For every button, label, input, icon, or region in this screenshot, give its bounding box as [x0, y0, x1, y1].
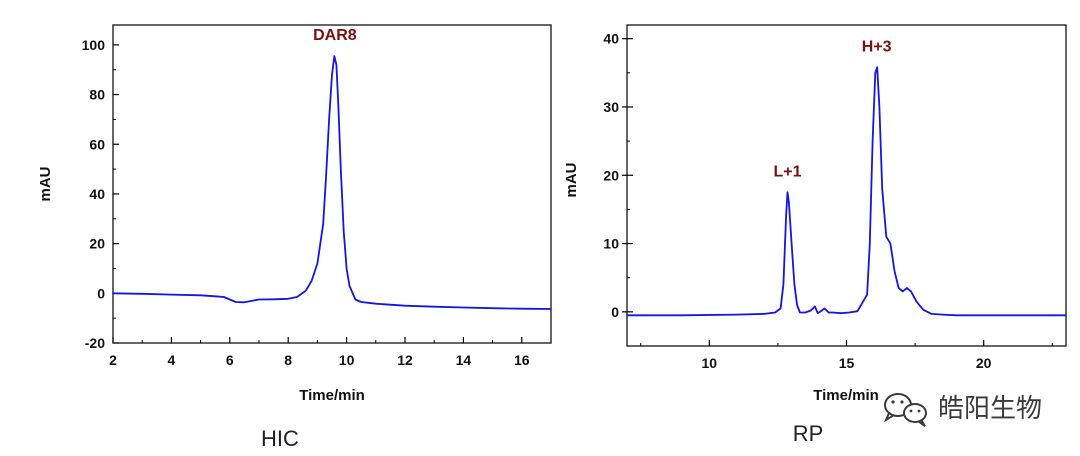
rp-y-axis-label: mAU — [563, 162, 580, 197]
hic-x-tick-label: 14 — [456, 352, 472, 368]
hic-y-axis-label: mAU — [37, 166, 54, 201]
hic-y-tick-label: 20 — [89, 236, 105, 252]
rp-x-tick-label: 20 — [976, 355, 992, 371]
hic-x-tick-label: 4 — [168, 352, 176, 368]
hic-x-tick-label: 6 — [226, 352, 234, 368]
hic-plot-frame — [112, 24, 552, 344]
wechat-chat-icon — [883, 393, 927, 427]
hic-y-tick-label: 80 — [89, 87, 105, 103]
hic-y-tick-label: 0 — [97, 285, 105, 301]
hic-y-tick-label: -20 — [85, 335, 105, 351]
hic-x-tick-label: 16 — [514, 352, 530, 368]
rp-y-tick-label: 40 — [603, 31, 619, 47]
rp-y-tick-label: 20 — [603, 167, 619, 183]
hic-trace-line — [112, 55, 552, 310]
hic-panel-caption: HIC — [261, 426, 299, 451]
rp-y-tick-label: 10 — [603, 236, 619, 252]
rp-panel-caption: RP — [793, 421, 824, 446]
hic-y-tick-label: 40 — [89, 186, 105, 202]
rp-peak-label: L+1 — [774, 163, 802, 180]
hic-x-tick-label: 8 — [284, 352, 292, 368]
hic-x-tick-label: 2 — [109, 352, 117, 368]
rp-x-tick-label: 10 — [702, 355, 718, 371]
hic-y-tick-label: 60 — [89, 136, 105, 152]
rp-y-tick-label: 30 — [603, 99, 619, 115]
hic-x-tick-label: 12 — [397, 352, 413, 368]
hic-chart: HIC -20 0 20 40 60 80 100 2 4 6 8 10 12 14 16 Time/min m… — [37, 24, 552, 451]
rp-plot-frame — [626, 24, 1067, 347]
watermark: 皓阳生物 — [883, 393, 1042, 427]
rp-x-axis-label: Time/min — [813, 387, 879, 404]
watermark-text: 皓阳生物 — [938, 394, 1042, 424]
hic-y-tick-label: 100 — [82, 37, 106, 53]
rp-trace-line — [626, 66, 1067, 317]
hic-peak-label: DAR8 — [313, 27, 357, 44]
hic-x-tick-label: 10 — [339, 352, 355, 368]
rp-x-tick-label: 15 — [839, 355, 855, 371]
hic-x-axis-label: Time/min — [299, 387, 365, 404]
rp-peak-label: H+3 — [862, 38, 892, 55]
rp-y-tick-label: 0 — [611, 304, 619, 320]
rp-chart: RP 0 10 20 30 40 10 15 20 Time/min mAU L+1 H+3 — [563, 24, 1067, 446]
